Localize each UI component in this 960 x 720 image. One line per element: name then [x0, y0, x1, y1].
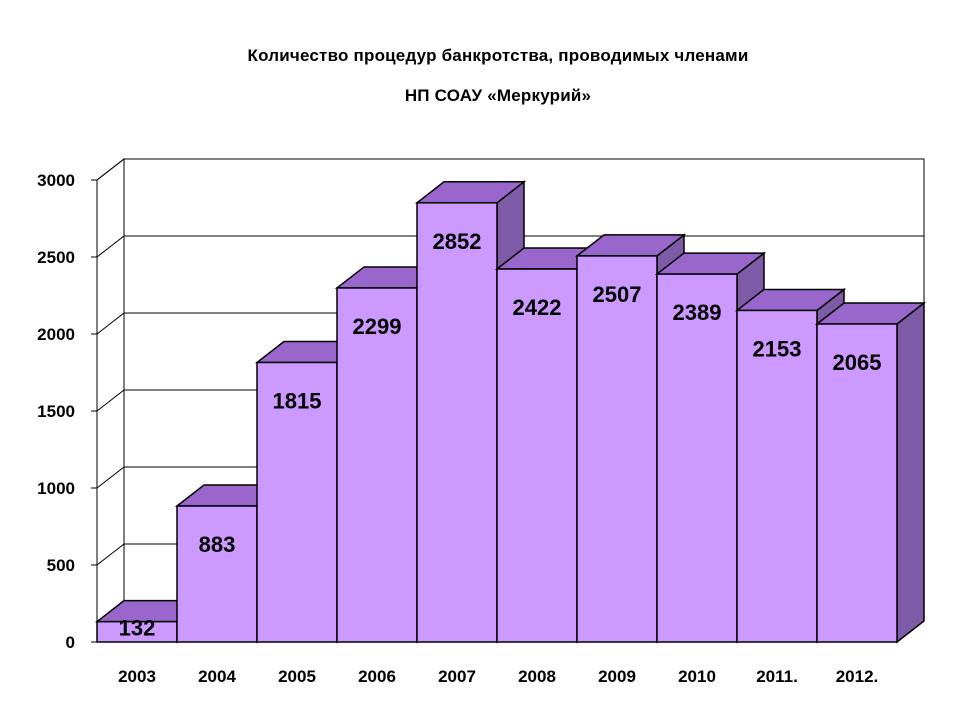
bar-front	[736, 309, 818, 643]
data-label: 2065	[833, 350, 882, 375]
x-tick-label: 2011.	[756, 667, 798, 686]
x-axis-ticks: 2003 2004 2005 2006 2007 2008 2009 2010 2011. 201…	[118, 667, 878, 686]
bar-front	[336, 287, 418, 643]
bar-front	[576, 255, 658, 643]
bar-front	[256, 361, 338, 643]
chart-subtitle: НП СОАУ «Меркурий»	[404, 86, 592, 105]
bar-front	[496, 268, 578, 643]
y-tick-label: 2500	[37, 248, 75, 267]
y-axis-ticks: 0 500 1000 1500 2000 2500 3000	[37, 171, 97, 652]
x-tick-label: 2007	[438, 667, 476, 686]
x-tick-label: 2012.	[836, 667, 879, 686]
bar-front	[656, 273, 738, 643]
x-tick-label: 2008	[518, 667, 556, 686]
y-tick-label: 0	[66, 633, 75, 652]
bar-front	[176, 505, 258, 643]
x-tick-label: 2004	[198, 667, 236, 686]
x-tick-label: 2006	[358, 667, 396, 686]
data-label: 1815	[273, 388, 322, 413]
gridline	[96, 158, 924, 181]
data-label: 2389	[673, 300, 722, 325]
data-label: 132	[119, 616, 156, 641]
chart-title: Количество процедур банкротства, проводи…	[247, 46, 749, 65]
x-tick-label: 2003	[118, 667, 156, 686]
data-label: 2507	[593, 282, 642, 307]
y-tick-label: 3000	[37, 171, 75, 190]
data-label: 2153	[753, 336, 802, 361]
x-tick-label: 2009	[598, 667, 636, 686]
y-tick-label: 2000	[37, 325, 75, 344]
bar-front	[416, 202, 498, 643]
y-tick-label: 500	[47, 556, 75, 575]
data-label: 883	[199, 532, 236, 557]
bar-side	[896, 301, 925, 644]
x-tick-label: 2010	[678, 667, 716, 686]
data-label: 2852	[433, 229, 482, 254]
data-label: 2299	[353, 314, 402, 339]
chart-title-block: Количество процедур банкротства, проводи…	[0, 36, 960, 116]
y-tick-label: 1000	[37, 479, 75, 498]
bar-front	[816, 323, 898, 643]
data-label: 2422	[513, 295, 562, 320]
bar: 2065	[814, 301, 927, 644]
y-tick-label: 1500	[37, 402, 75, 421]
bars: 132 883 1815 2299 2852 2422 2507 2389 2153 2065	[94, 180, 927, 644]
x-tick-label: 2005	[278, 667, 316, 686]
